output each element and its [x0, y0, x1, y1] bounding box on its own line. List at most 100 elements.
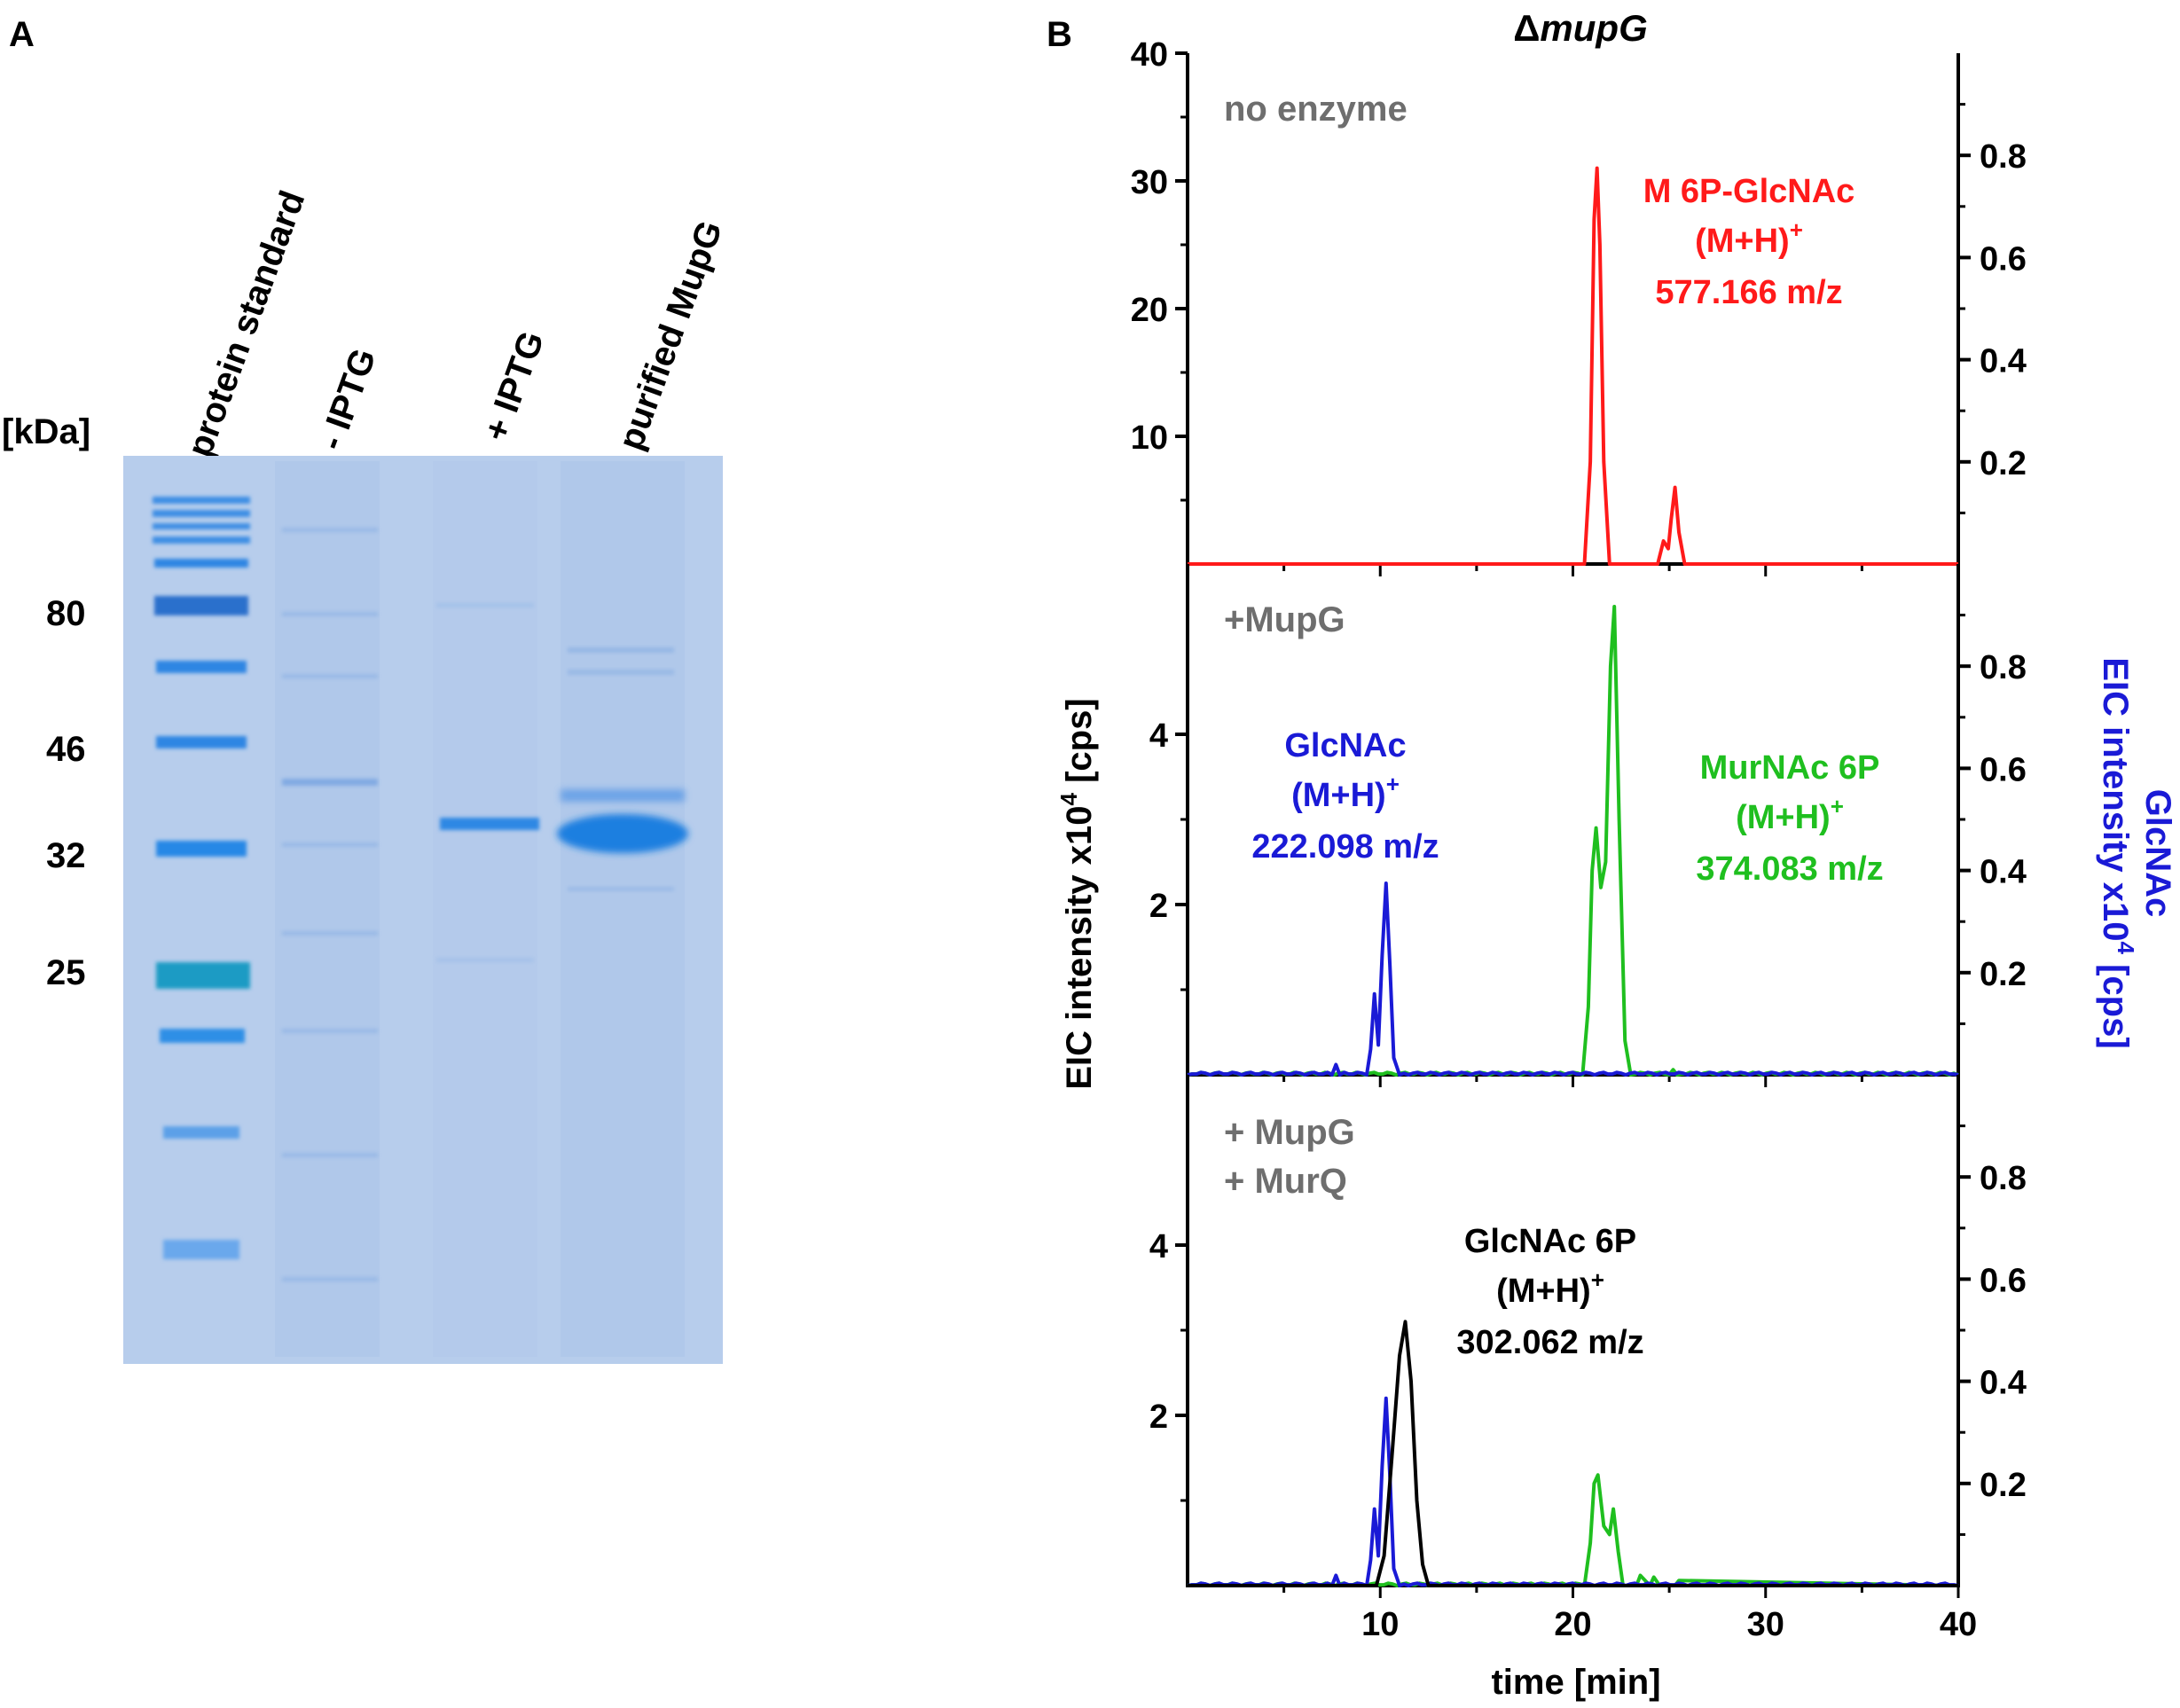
- title-gene: mupG: [1540, 7, 1647, 49]
- condition-label: no enzyme: [1224, 90, 1408, 129]
- lane-label-plus-iptg: + IPTG: [476, 326, 552, 446]
- peak-annotation-ion-sup: +: [1790, 216, 1803, 243]
- peak-annotation-ion-sup: +: [1386, 771, 1400, 797]
- minus-iptg-bands: [282, 528, 378, 1281]
- x-tick-label: 20: [1554, 1606, 1591, 1643]
- gel-band: [568, 887, 674, 891]
- right-tick-label: 0.8: [1980, 649, 2027, 686]
- gel-band: [282, 674, 378, 678]
- panel-b-label: B: [1047, 15, 1072, 54]
- lane-label-protein-standard: protein standard: [180, 185, 312, 462]
- peak-annotation-mz: 302.062 m/z: [1456, 1324, 1643, 1361]
- right-tick-label: 0.2: [1980, 956, 2027, 993]
- right-tick-label: 0.8: [1980, 1160, 2027, 1197]
- y-left-text: EIC intensity x10: [1060, 806, 1099, 1090]
- y-left-unit: [cps]: [1060, 698, 1099, 793]
- gel-band: [282, 528, 378, 532]
- peak-annotation-ion: (M+H)+: [1291, 771, 1400, 814]
- ladder-band: [156, 841, 247, 857]
- gel-band: [282, 1277, 378, 1281]
- right-tick-label: 0.6: [1980, 751, 2027, 788]
- peak-annotation-mz: 577.166 m/z: [1655, 274, 1842, 311]
- marker-label-32: 32: [46, 836, 86, 875]
- peak-annotation-name: GlcNAc 6P: [1464, 1223, 1636, 1260]
- gel-band: [568, 670, 674, 675]
- gel-lane-shade: [275, 461, 380, 1357]
- ladder-band: [163, 1240, 239, 1259]
- ladder-band: [156, 661, 247, 673]
- y-left-sup: 4: [1055, 793, 1082, 806]
- chromatogram-panel-1: 10 20 30 40 0.2 0.4 0.6 0.8 no enzyme M 6P-GlcNAc…: [1131, 36, 2027, 576]
- panel-a: A protein standard - IPTG + IPTG purifie…: [2, 15, 730, 1364]
- left-tick-label: 20: [1131, 292, 1168, 329]
- left-tick-label: 2: [1149, 888, 1168, 925]
- ladder-band: [156, 736, 247, 748]
- peak-annotation-ion-sup: +: [1591, 1266, 1604, 1293]
- y-axis-right-label-1: GlcNAc: [2138, 789, 2177, 918]
- series-line: [1188, 1320, 1958, 1587]
- ladder-band: [153, 537, 250, 544]
- gel-band: [436, 603, 534, 607]
- peak-annotation-name: MurNAc 6P: [1700, 749, 1880, 787]
- ladder-band: [153, 523, 250, 529]
- right-tick-label: 0.8: [1980, 138, 2027, 176]
- right-tick-label: 0.6: [1980, 240, 2027, 278]
- plus-iptg-bands: [436, 603, 539, 962]
- gel-band: [561, 789, 685, 802]
- gel-band: [282, 931, 378, 936]
- gel-band: [282, 1029, 378, 1033]
- ladder-bands: [153, 497, 250, 1259]
- gel-band-main: [557, 814, 688, 853]
- peak-annotation-ion-text: (M+H): [1695, 223, 1790, 260]
- gel-band: [282, 842, 378, 847]
- ladder-band: [154, 559, 248, 568]
- y-right-text: EIC intensity x10: [2096, 657, 2135, 941]
- gel-band: [568, 647, 674, 653]
- kda-label: [kDa]: [2, 412, 90, 451]
- condition-label: + MupG: [1224, 1113, 1355, 1152]
- right-tick-label: 0.4: [1980, 854, 2027, 891]
- purified-mupg-bands: [557, 647, 688, 891]
- right-tick-label: 0.4: [1980, 343, 2027, 380]
- ladder-band: [156, 962, 250, 989]
- ladder-band: [163, 1126, 239, 1139]
- marker-label-80: 80: [46, 594, 86, 633]
- peak-annotation-ion-text: (M+H): [1291, 777, 1386, 814]
- y-right-sup: 4: [2113, 941, 2139, 954]
- right-tick-label: 0.2: [1980, 1467, 2027, 1504]
- left-tick-label: 10: [1131, 419, 1168, 457]
- left-tick-label: 2: [1149, 1399, 1168, 1436]
- peak-annotation-ion-text: (M+H): [1496, 1273, 1591, 1310]
- title-delta: Δ: [1513, 7, 1540, 49]
- chromatogram-panel-3: 2 4 0.2 0.4 0.6 0.8 10 20 30 40 + MupG + MurQ GlcNAc…: [1149, 1075, 2027, 1643]
- peak-annotation-mz: 222.098 m/z: [1251, 828, 1439, 866]
- series-line: [1187, 881, 1959, 1077]
- condition-label: + MurQ: [1224, 1162, 1347, 1201]
- panel-b-title: ΔmupG: [1513, 7, 1648, 49]
- ladder-band: [153, 497, 250, 504]
- gel-band: [282, 1153, 378, 1157]
- x-tick-label: 10: [1361, 1606, 1399, 1643]
- lane-label-purified-mupg: purified MupG: [611, 215, 730, 455]
- peak-annotation-ion-sup: +: [1831, 793, 1844, 819]
- series-line: [1188, 166, 1958, 566]
- peak-annotation-ion: (M+H)+: [1496, 1266, 1604, 1310]
- y-axis-right-label-2: EIC intensity x104 [cps]: [2096, 657, 2139, 1048]
- left-tick-label: 4: [1149, 717, 1168, 755]
- left-tick-label: 40: [1131, 36, 1168, 74]
- gel-band: [282, 779, 378, 786]
- left-tick-label: 4: [1149, 1228, 1168, 1265]
- chart-root: 10 20 30 40 0.2 0.4 0.6 0.8 no enzyme M 6P-GlcNAc…: [1131, 36, 2027, 1643]
- gel-band: [436, 958, 534, 962]
- condition-label: +MupG: [1224, 600, 1345, 639]
- x-tick-label: 40: [1940, 1606, 1977, 1643]
- peak-annotation-mz: 374.083 m/z: [1696, 850, 1883, 888]
- panel-b: B ΔmupG 10 20 30 40 0.2 0.4 0.6 0.8 no enzyme M 6…: [1047, 7, 2177, 1702]
- ladder-band: [153, 510, 250, 517]
- lane-label-minus-iptg: - IPTG: [311, 343, 384, 455]
- peak-annotation-ion-text: (M+H): [1736, 799, 1831, 836]
- peak-annotation-ion: (M+H)+: [1736, 793, 1844, 836]
- right-tick-label: 0.4: [1980, 1365, 2027, 1402]
